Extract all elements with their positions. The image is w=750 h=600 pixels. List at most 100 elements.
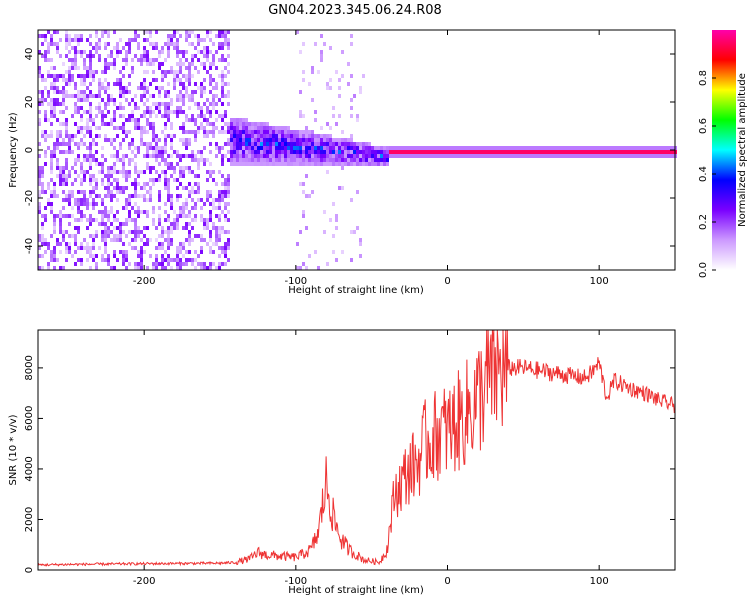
heatmap-cell bbox=[77, 126, 80, 130]
heatmap-cell bbox=[185, 94, 188, 98]
heatmap-cell bbox=[227, 94, 230, 98]
heatmap-cell bbox=[590, 154, 593, 158]
heatmap-cell bbox=[212, 42, 215, 46]
heatmap-cell bbox=[284, 158, 287, 162]
heatmap-cell bbox=[92, 122, 95, 126]
heatmap-cell bbox=[179, 90, 182, 94]
heatmap-cell bbox=[152, 62, 155, 66]
heatmap-cell bbox=[251, 134, 254, 138]
heatmap-cell bbox=[44, 110, 47, 114]
heatmap-cell bbox=[257, 138, 260, 142]
heatmap-cell bbox=[176, 78, 179, 82]
heatmap-cell bbox=[275, 142, 278, 146]
heatmap-cell bbox=[134, 94, 137, 98]
heatmap-cell bbox=[38, 182, 41, 186]
heatmap-cell bbox=[218, 234, 221, 238]
heatmap-cell bbox=[89, 74, 92, 78]
heatmap-cell bbox=[665, 154, 668, 158]
heatmap-cell bbox=[326, 138, 329, 142]
heatmap-cell bbox=[290, 130, 293, 134]
heatmap-cell bbox=[275, 138, 278, 142]
heatmap-cell bbox=[311, 130, 314, 134]
heatmap-cell bbox=[50, 194, 53, 198]
heatmap-cell bbox=[290, 150, 293, 154]
heatmap-cell bbox=[173, 258, 176, 262]
heatmap-cell bbox=[206, 70, 209, 74]
heatmap-cell bbox=[338, 158, 341, 162]
heatmap-cell bbox=[101, 86, 104, 90]
heatmap-cell bbox=[155, 158, 158, 162]
heatmap-cell bbox=[236, 142, 239, 146]
heatmap-cell bbox=[170, 98, 173, 102]
heatmap-cell bbox=[320, 142, 323, 146]
heatmap-cell bbox=[89, 118, 92, 122]
heatmap-cell bbox=[134, 190, 137, 194]
heatmap-cell bbox=[314, 150, 317, 154]
heatmap-cell bbox=[89, 266, 92, 270]
heatmap-cell bbox=[551, 146, 554, 150]
heatmap-cell bbox=[62, 182, 65, 186]
heatmap-cell bbox=[74, 82, 77, 86]
heatmap-cell bbox=[275, 134, 278, 138]
heatmap-cell bbox=[101, 254, 104, 258]
heatmap-cell bbox=[335, 146, 338, 150]
heatmap-cell bbox=[221, 74, 224, 78]
heatmap-cell bbox=[227, 210, 230, 214]
heatmap-cell bbox=[152, 70, 155, 74]
heatmap-cell bbox=[224, 82, 227, 86]
heatmap-cell bbox=[86, 146, 89, 150]
heatmap-cell bbox=[83, 202, 86, 206]
heatmap-cell bbox=[158, 206, 161, 210]
heatmap-cell bbox=[281, 146, 284, 150]
heatmap-cell bbox=[137, 146, 140, 150]
heatmap-cell bbox=[323, 158, 326, 162]
heatmap-cell bbox=[257, 142, 260, 146]
heatmap-cell bbox=[491, 146, 494, 150]
heatmap-cell bbox=[122, 166, 125, 170]
heatmap-cell bbox=[47, 246, 50, 250]
heatmap-cell bbox=[179, 94, 182, 98]
heatmap-cell bbox=[53, 114, 56, 118]
heatmap-cell bbox=[248, 126, 251, 130]
x-tick-label: 0 bbox=[444, 276, 450, 287]
heatmap-cell bbox=[182, 62, 185, 66]
heatmap-cell bbox=[308, 158, 311, 162]
heatmap-cell bbox=[212, 202, 215, 206]
heatmap-cell bbox=[185, 118, 188, 122]
heatmap-cell bbox=[185, 30, 188, 34]
heatmap-cell bbox=[350, 74, 353, 78]
heatmap-cell bbox=[116, 210, 119, 214]
heatmap-cell bbox=[668, 154, 671, 158]
heatmap-cell bbox=[230, 122, 233, 126]
heatmap-cell bbox=[38, 174, 41, 178]
heatmap-cell bbox=[56, 102, 59, 106]
spectrogram-y-label: Frequency (Hz) bbox=[8, 112, 19, 188]
heatmap-cell bbox=[125, 202, 128, 206]
heatmap-cell bbox=[134, 54, 137, 58]
y-tick-label: 6000 bbox=[24, 406, 35, 431]
heatmap-cell bbox=[656, 154, 659, 158]
heatmap-cell bbox=[200, 126, 203, 130]
heatmap-cell bbox=[200, 82, 203, 86]
heatmap-cell bbox=[122, 154, 125, 158]
heatmap-cell bbox=[44, 98, 47, 102]
heatmap-cell bbox=[68, 194, 71, 198]
heatmap-cell bbox=[80, 82, 83, 86]
heatmap-cell bbox=[164, 266, 167, 270]
heatmap-cell bbox=[113, 238, 116, 242]
heatmap-cell bbox=[281, 150, 284, 154]
heatmap-cell bbox=[209, 82, 212, 86]
heatmap-cell bbox=[137, 58, 140, 62]
heatmap-cell bbox=[62, 122, 65, 126]
heatmap-cell bbox=[56, 78, 59, 82]
heatmap-cell bbox=[50, 110, 53, 114]
heatmap-cell bbox=[131, 70, 134, 74]
heatmap-cell bbox=[293, 162, 296, 166]
heatmap-cell bbox=[239, 118, 242, 122]
x-tick-label: -100 bbox=[284, 276, 307, 287]
heatmap-cell bbox=[323, 42, 326, 46]
heatmap-cell bbox=[65, 38, 68, 42]
heatmap-cell bbox=[83, 98, 86, 102]
heatmap-cell bbox=[290, 138, 293, 142]
snr-frame bbox=[37, 329, 676, 571]
